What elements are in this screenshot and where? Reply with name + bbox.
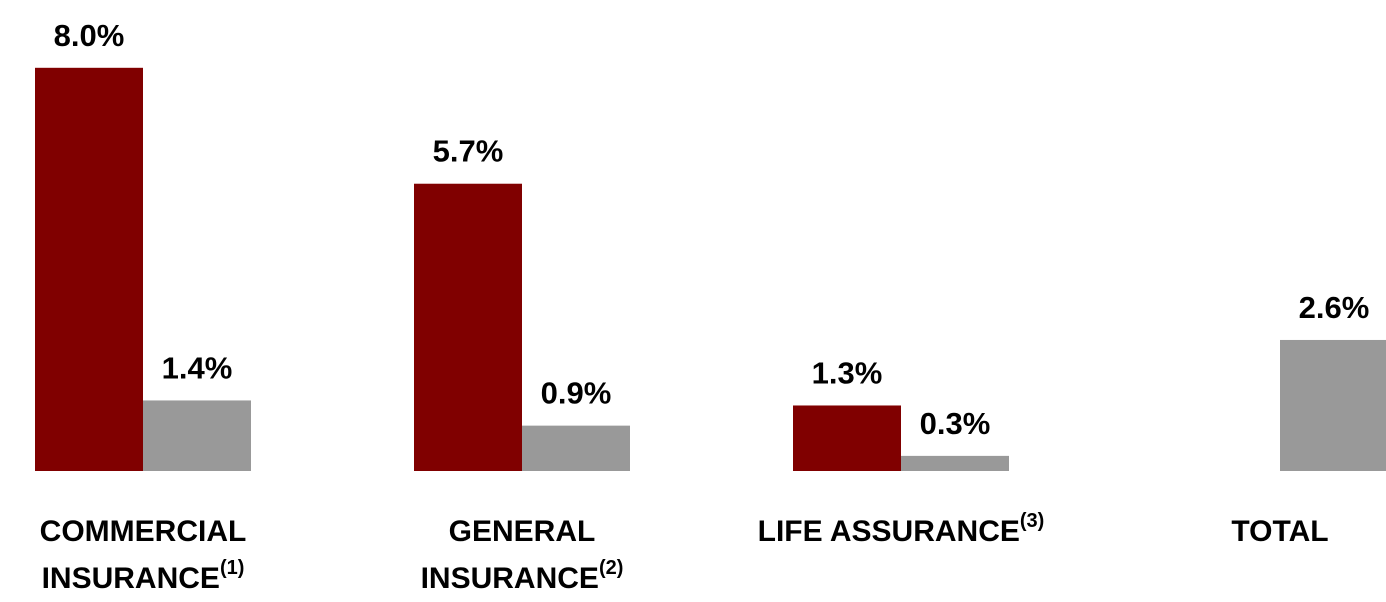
value-label: 0.9%	[541, 376, 612, 411]
category-label: INSURANCE(1)	[42, 557, 245, 595]
value-label: 1.3%	[812, 355, 883, 390]
bar	[35, 67, 143, 472]
category-label: COMMERCIAL	[40, 515, 247, 548]
category-note: (1)	[220, 557, 244, 579]
bar	[901, 455, 1009, 471]
category-label: TOTAL	[1231, 515, 1328, 548]
value-label: 2.6%	[1299, 290, 1370, 325]
bar	[1280, 339, 1386, 471]
category-label: GENERAL	[449, 515, 596, 548]
category-note: (2)	[599, 557, 623, 579]
category-label-text: INSURANCE	[42, 562, 220, 595]
bar	[522, 425, 630, 471]
category-label-text: INSURANCE	[421, 562, 599, 595]
category-label: INSURANCE(2)	[421, 557, 624, 595]
value-label: 8.0%	[54, 18, 125, 53]
category-note: (3)	[1020, 510, 1044, 532]
value-label: 0.3%	[920, 406, 991, 441]
category-label-text: TOTAL	[1231, 515, 1328, 548]
bar	[143, 400, 251, 471]
bar	[414, 183, 522, 471]
value-label: 5.7%	[433, 134, 504, 169]
category-label-text: COMMERCIAL	[40, 515, 247, 548]
category-label-text: GENERAL	[449, 515, 596, 548]
category-label: LIFE ASSURANCE(3)	[758, 510, 1045, 548]
value-label: 1.4%	[162, 350, 233, 385]
category-label-text: LIFE ASSURANCE	[758, 515, 1020, 548]
bar	[793, 405, 901, 471]
